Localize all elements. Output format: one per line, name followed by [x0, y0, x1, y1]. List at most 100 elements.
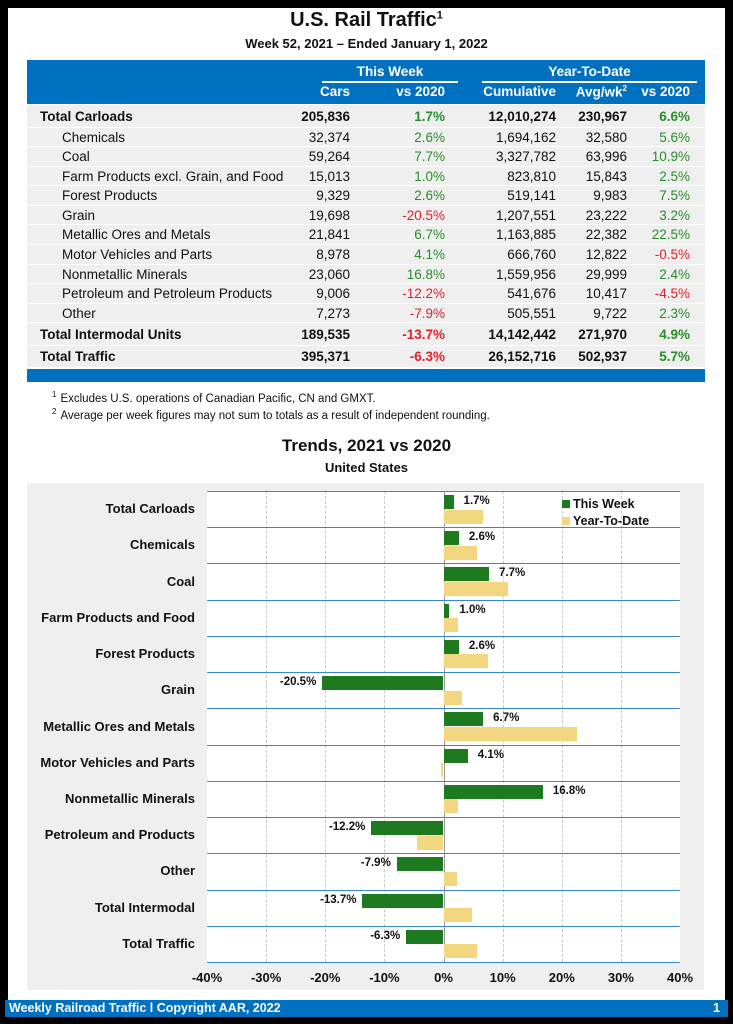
cell-vs2020: 2.6%	[414, 129, 445, 145]
row-separator	[207, 563, 680, 565]
avg-footnote-mark: 2	[622, 84, 627, 93]
row-label: Metallic Ores and Metals	[62, 227, 211, 243]
cell-ytd-vs2020: 2.3%	[659, 305, 690, 321]
cell-cumulative: 14,142,442	[488, 326, 556, 342]
category-label: Total Traffic	[122, 935, 195, 951]
cell-cumulative: 3,327,782	[495, 149, 556, 165]
cell-ytd-vs2020: 4.9%	[659, 326, 690, 342]
cell-cars: 395,371	[301, 349, 350, 365]
gridline	[384, 491, 386, 962]
x-tick-label: 30%	[607, 970, 634, 985]
data-label: 16.8%	[552, 784, 586, 797]
chart-subtitle: United States	[324, 460, 409, 475]
category-label: Total Carloads	[105, 501, 195, 517]
footnote-2: 2 Average per week figures may not sum to…	[52, 407, 490, 422]
table-body: Total Carloads 205,836 1.7% 12,010,274 230,9…	[27, 105, 705, 369]
category-label: Chemicals	[129, 537, 195, 553]
cell-vs2020: 16.8%	[406, 266, 445, 282]
cell-cumulative: 26,152,716	[488, 349, 556, 365]
cell-avg-wk: 32,580	[585, 129, 627, 145]
cell-cars: 19,698	[308, 207, 350, 223]
data-label: -13.7%	[320, 893, 357, 906]
row-separator	[207, 962, 680, 963]
legend-label: This Week	[573, 497, 635, 511]
row-label: Other	[62, 305, 96, 321]
bar-this-week	[362, 893, 444, 908]
legend-label: Year-To-Date	[573, 514, 650, 528]
table-row: Petroleum and Petroleum Products 9,006 -12…	[27, 284, 705, 304]
data-label: 2.6%	[468, 531, 496, 544]
row-separator	[207, 599, 680, 601]
category-label: Grain	[161, 682, 195, 698]
bar-this-week	[443, 748, 468, 763]
row-separator	[207, 635, 680, 637]
bar-year-to-date	[443, 509, 483, 524]
row-separator	[207, 925, 680, 927]
data-label: -20.5%	[279, 676, 317, 689]
cell-vs2020: -13.7%	[402, 326, 445, 342]
cell-avg-wk: 271,970	[578, 326, 627, 342]
bar-this-week	[443, 531, 459, 546]
cell-ytd-vs2020: 5.7%	[659, 349, 690, 365]
cell-ytd-vs2020: 22.5%	[651, 227, 690, 243]
row-label: Grain	[62, 207, 96, 223]
cell-avg-wk: 9,722	[593, 305, 627, 321]
cell-vs2020: -7.9%	[409, 305, 445, 321]
category-label: Forest Products	[95, 646, 195, 662]
cell-cumulative: 1,163,885	[495, 227, 556, 243]
bar-year-to-date	[443, 799, 458, 814]
cell-avg-wk: 502,937	[578, 349, 627, 365]
row-label: Total Carloads	[40, 108, 133, 124]
cell-vs2020: 4.1%	[414, 247, 445, 263]
row-label: Petroleum and Petroleum Products	[62, 286, 273, 302]
row-label: Coal	[62, 149, 90, 165]
footnote-mark: 1	[52, 390, 57, 399]
cell-avg-wk: 63,996	[585, 149, 627, 165]
table-row: Motor Vehicles and Parts 8,978 4.1% 666,760…	[27, 245, 705, 265]
cell-cars: 205,836	[301, 108, 350, 124]
data-label: 4.1%	[477, 748, 504, 761]
table-row: Grain 19,698 -20.5% 1,207,551 23,222 3.2%	[27, 205, 705, 226]
header-this-week: This Week	[322, 64, 458, 83]
cell-cars: 21,841	[308, 227, 350, 243]
page-number: 1	[713, 1001, 720, 1015]
row-separator	[207, 527, 680, 529]
bar-year-to-date	[443, 654, 488, 669]
cell-cumulative: 541,676	[507, 286, 556, 302]
table-row: Other 7,273 -7.9% 505,551 9,722 2.3%	[27, 303, 705, 324]
table-header: This Week Year-To-Date Cars vs 2020 Cumu…	[27, 60, 705, 104]
cell-vs2020: 6.7%	[414, 227, 445, 243]
cell-cars: 32,374	[308, 129, 350, 145]
category-label: Metallic Ores and Metals	[43, 718, 195, 734]
bar-year-to-date	[443, 726, 577, 741]
cell-cars: 9,329	[316, 188, 350, 204]
x-tick-label: -20%	[310, 970, 341, 985]
cell-cumulative: 823,810	[507, 168, 556, 184]
cell-avg-wk: 23,222	[585, 207, 627, 223]
bar-this-week	[443, 567, 490, 582]
row-separator	[207, 817, 680, 819]
cell-vs2020: -12.2%	[402, 286, 445, 302]
bar-this-week	[443, 639, 459, 654]
col-cars: Cars	[319, 84, 350, 99]
table-row: Forest Products 9,329 2.6% 519,141 9,983 7.5%	[27, 186, 705, 206]
header-ytd: Year-To-Date	[482, 64, 697, 83]
cell-cumulative: 519,141	[507, 188, 556, 204]
x-tick-label: -30%	[250, 970, 282, 985]
x-tick-label: -10%	[369, 970, 400, 985]
bar-this-week	[322, 676, 444, 691]
table-row: Total Traffic 395,371 -6.3% 26,152,716 502,9…	[27, 345, 705, 369]
row-label: Total Traffic	[40, 349, 116, 365]
table-row: Coal 59,264 7.7% 3,327,782 63,996 10.9%	[27, 147, 705, 167]
cell-cars: 8,978	[316, 247, 350, 263]
row-separator	[207, 708, 680, 710]
cell-ytd-vs2020: 6.6%	[659, 108, 690, 124]
bar-year-to-date	[443, 618, 459, 633]
row-label: Chemicals	[62, 129, 126, 145]
chart-title: Trends, 2021 vs 2020	[281, 436, 452, 455]
bar-this-week	[443, 495, 454, 509]
cell-avg-wk: 15,843	[585, 168, 627, 184]
footer: Weekly Railroad Traffic l Copyright AAR,…	[5, 1000, 728, 1017]
row-separator	[207, 672, 680, 674]
cell-ytd-vs2020: 3.2%	[659, 207, 690, 223]
